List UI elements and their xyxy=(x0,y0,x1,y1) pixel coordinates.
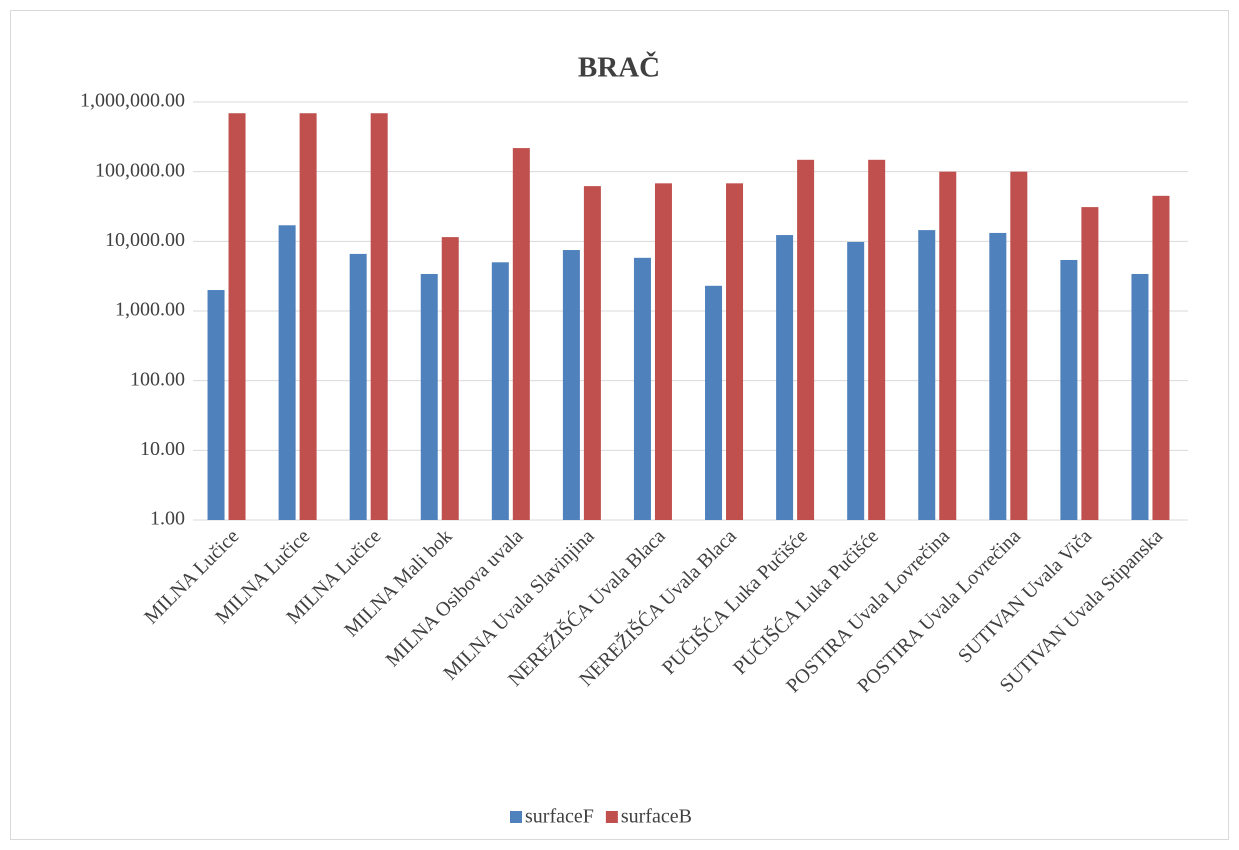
y-tick-label: 1,000,000.00 xyxy=(80,90,185,112)
bar xyxy=(1060,259,1078,520)
legend-swatch xyxy=(605,811,618,823)
bar xyxy=(299,113,317,521)
chart-border xyxy=(10,10,1229,840)
bar xyxy=(207,290,225,520)
bar xyxy=(705,285,723,520)
legend-label: surfaceB xyxy=(621,806,692,828)
bar xyxy=(512,148,530,520)
bar xyxy=(420,273,438,520)
bar xyxy=(776,235,794,520)
bar xyxy=(562,250,580,520)
y-tick-label: 100.00 xyxy=(130,368,185,390)
bar xyxy=(441,237,459,520)
bar xyxy=(633,257,651,520)
bar xyxy=(868,159,886,520)
y-tick-label: 1.00 xyxy=(150,508,185,530)
bar xyxy=(278,225,296,520)
bar xyxy=(939,171,957,520)
y-tick-label: 100,000.00 xyxy=(95,159,185,181)
bar xyxy=(797,159,815,520)
legend-label: surfaceF xyxy=(525,806,594,828)
bar xyxy=(1152,195,1170,520)
legend-swatch xyxy=(510,811,522,823)
chart-title: BRAČ xyxy=(578,51,660,84)
bar xyxy=(370,113,388,521)
bar xyxy=(654,183,672,520)
y-tick-label: 10,000.00 xyxy=(105,229,185,251)
bar xyxy=(726,183,744,520)
y-tick-label: 10.00 xyxy=(140,438,185,460)
bar xyxy=(228,113,246,521)
bar xyxy=(1010,171,1028,520)
bar xyxy=(491,262,509,520)
bar xyxy=(1081,207,1099,520)
bar xyxy=(847,241,865,520)
y-tick-label: 1,000.00 xyxy=(115,299,185,321)
bar xyxy=(918,230,936,520)
bar xyxy=(989,232,1007,520)
bar xyxy=(583,186,601,520)
bar xyxy=(1131,273,1149,520)
bar xyxy=(349,253,367,521)
